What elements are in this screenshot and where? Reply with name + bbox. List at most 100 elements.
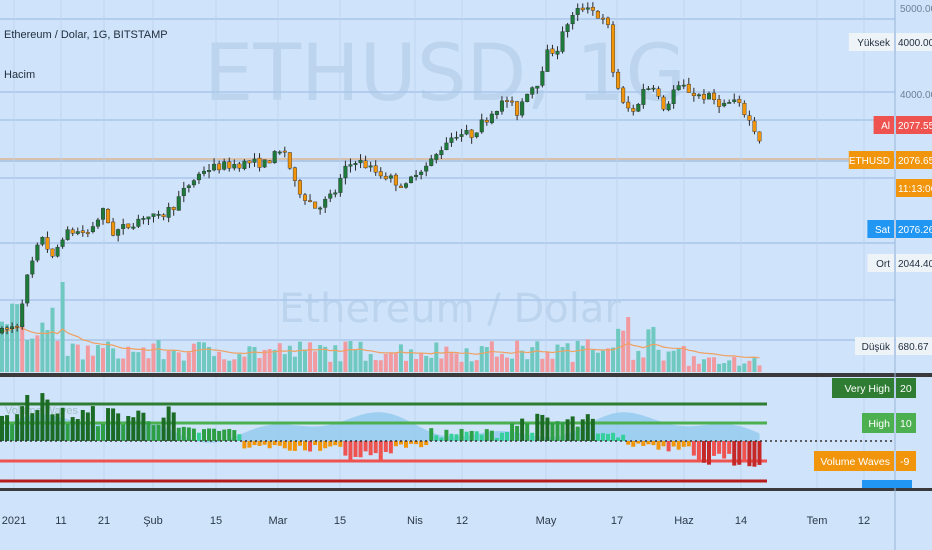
price-level-tag bbox=[848, 151, 894, 169]
volume-bar bbox=[35, 335, 40, 372]
volume-bar bbox=[202, 342, 206, 372]
oscillator-bar bbox=[570, 416, 575, 441]
oscillator-bar bbox=[550, 422, 555, 441]
oscillator-bar bbox=[631, 441, 636, 447]
price-level-tag bbox=[867, 254, 894, 272]
candles bbox=[0, 2, 762, 335]
oscillator-bar bbox=[489, 430, 494, 441]
candle-body bbox=[722, 102, 727, 107]
volume-bar bbox=[707, 357, 711, 372]
osc-level-value-box bbox=[896, 451, 916, 471]
volume-bar bbox=[75, 344, 80, 372]
oscillator-bar bbox=[303, 441, 307, 451]
time-tick-label: 12 bbox=[858, 515, 870, 527]
volume-bar bbox=[656, 349, 661, 372]
candle-body bbox=[494, 111, 499, 115]
volume-bar bbox=[318, 345, 323, 372]
volume-indicator-title: Hacim bbox=[4, 69, 35, 81]
candle-body bbox=[570, 15, 575, 25]
candle-body bbox=[520, 101, 525, 116]
volume-bar bbox=[161, 359, 166, 372]
candle-body bbox=[50, 248, 55, 257]
volume-bar bbox=[363, 360, 368, 372]
price-level-tag bbox=[867, 220, 894, 238]
volume-bar bbox=[282, 354, 287, 372]
oscillator-bar bbox=[484, 429, 489, 441]
volume-bar bbox=[484, 347, 489, 372]
volume-bar bbox=[227, 360, 232, 372]
oscillator-bar bbox=[681, 441, 686, 447]
candle-body bbox=[510, 100, 515, 103]
oscillator-bar bbox=[292, 441, 297, 451]
volume-bar bbox=[636, 350, 641, 372]
oscillator-bar bbox=[186, 427, 191, 441]
osc-level-tag-label: High bbox=[868, 418, 890, 430]
oscillator-bar bbox=[277, 441, 282, 446]
candle-body bbox=[262, 159, 267, 168]
volume-bar bbox=[742, 363, 747, 372]
oscillator-bar bbox=[353, 441, 358, 457]
volume-bar bbox=[414, 359, 419, 372]
candle-body bbox=[600, 17, 605, 20]
volume-bar bbox=[701, 359, 706, 372]
oscillator-bar bbox=[181, 426, 186, 441]
candle-body bbox=[681, 84, 686, 87]
oscillator-bar bbox=[333, 441, 338, 446]
candle-body bbox=[353, 163, 358, 165]
volume-bar bbox=[383, 353, 388, 372]
candle-body bbox=[303, 194, 308, 201]
oscillator-bar bbox=[580, 419, 585, 441]
price-level-value: 2076.65 bbox=[898, 156, 932, 167]
volume-bar bbox=[505, 357, 509, 372]
oscillator-bar bbox=[656, 441, 661, 450]
oscillator-bar bbox=[262, 441, 267, 445]
price-level-value-box bbox=[896, 179, 932, 197]
volume-bar bbox=[116, 358, 121, 372]
osc-level-value: 10 bbox=[900, 418, 912, 430]
candle-body bbox=[469, 129, 474, 138]
oscillator-level-labels: Very High 20 High 10 Volume Waves -9 bbox=[814, 378, 916, 488]
oscillator-bar bbox=[545, 417, 550, 441]
oscillator-bar bbox=[707, 441, 711, 465]
oscillator-bar bbox=[287, 441, 292, 451]
volume-bar bbox=[510, 358, 515, 372]
volume-bar bbox=[80, 359, 85, 372]
candle-body bbox=[126, 223, 131, 228]
oscillator-bar bbox=[590, 418, 595, 441]
oscillator-bar bbox=[414, 441, 419, 445]
oscillator-bar bbox=[196, 432, 201, 441]
volume-bar bbox=[343, 341, 348, 372]
oscillator-bar bbox=[651, 441, 656, 446]
candle-body bbox=[106, 208, 111, 224]
oscillator-bar bbox=[95, 426, 100, 441]
pane-divider[interactable] bbox=[0, 373, 932, 377]
oscillator-bar bbox=[121, 424, 126, 441]
volume-bar bbox=[671, 350, 676, 372]
price-level-tag bbox=[855, 337, 894, 355]
price-axis-labels: 5000.00 4000.00 bbox=[900, 4, 932, 101]
partial-level-tag bbox=[862, 480, 912, 488]
candle-body bbox=[424, 165, 429, 172]
osc-level-tag bbox=[832, 378, 894, 398]
volume-bar bbox=[101, 348, 105, 372]
time-tick-label: 15 bbox=[334, 515, 346, 527]
candle-body bbox=[535, 85, 540, 89]
oscillator-bar bbox=[727, 441, 732, 454]
time-tick-label: 2021 bbox=[2, 515, 26, 527]
volume-bar bbox=[419, 353, 424, 372]
osc-level-tag bbox=[862, 413, 894, 433]
oscillator-bar bbox=[409, 441, 414, 444]
volume-bar bbox=[156, 340, 161, 372]
oscillator-bar bbox=[70, 417, 75, 441]
candle-body bbox=[626, 101, 631, 109]
price-level-tag-label: Düşük bbox=[862, 342, 891, 353]
candle-body bbox=[651, 87, 656, 90]
candle-body bbox=[525, 93, 530, 102]
candle-body bbox=[621, 87, 626, 103]
volume-bar bbox=[651, 326, 656, 372]
time-axis[interactable] bbox=[0, 491, 932, 550]
candle-body bbox=[383, 175, 388, 180]
volume-bar bbox=[333, 345, 338, 372]
